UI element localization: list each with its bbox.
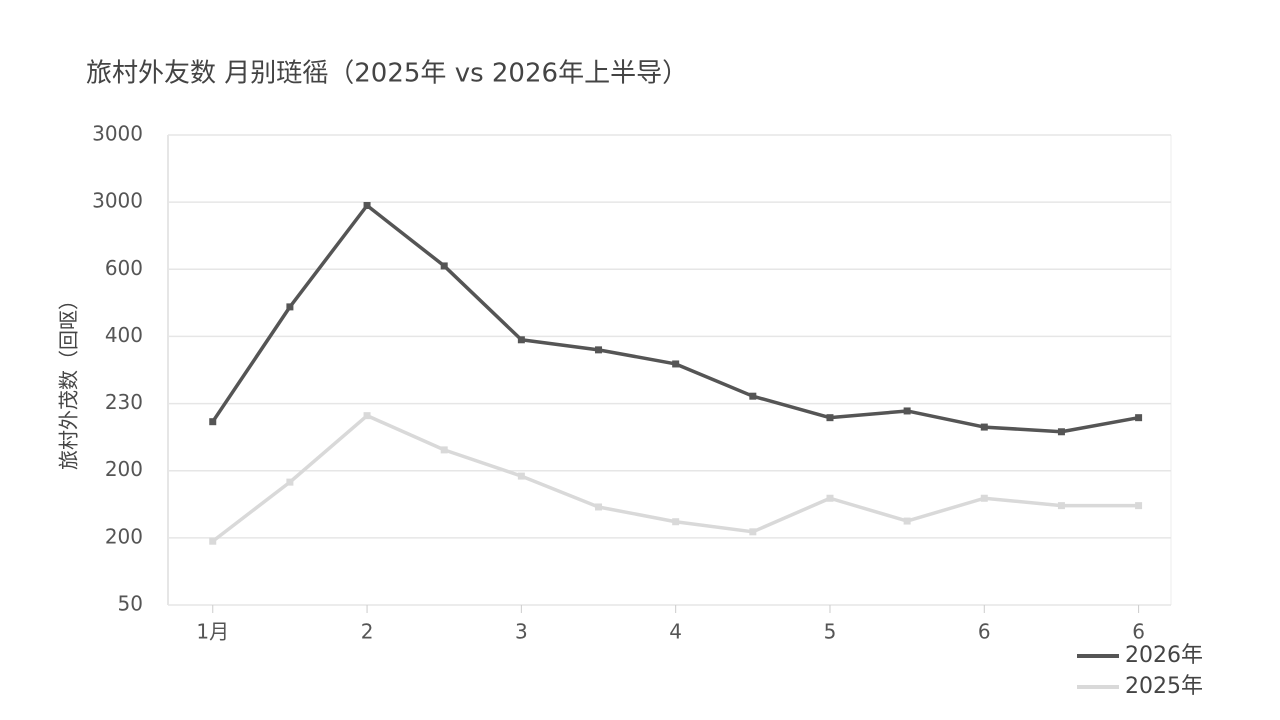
x-tick-label: 1月 — [196, 620, 229, 644]
point-marker — [1057, 428, 1065, 436]
point-marker — [980, 494, 988, 502]
y-tick-label: 200 — [105, 457, 143, 481]
point-marker — [595, 346, 603, 354]
point-marker — [209, 418, 217, 426]
point-marker — [749, 392, 757, 400]
point-marker — [749, 528, 757, 536]
point-marker — [517, 336, 525, 344]
x-tick-label: 5 — [824, 620, 837, 644]
y-tick-label: 600 — [105, 256, 143, 280]
point-marker — [363, 202, 371, 209]
x-tick-label: 6 — [1132, 620, 1145, 644]
point-marker — [286, 478, 294, 486]
point-marker — [440, 446, 448, 454]
y-tick-label: 50 — [118, 592, 143, 616]
x-tick-label: 3 — [515, 620, 528, 644]
x-tick-label: 6 — [978, 620, 991, 644]
point-marker — [363, 412, 371, 420]
x-tick-label: 2 — [361, 620, 374, 644]
point-marker — [672, 360, 680, 368]
point-marker — [1135, 502, 1143, 510]
point-marker — [826, 494, 834, 502]
point-marker — [980, 423, 988, 431]
point-marker — [826, 414, 834, 422]
y-tick-label: 200 — [105, 524, 143, 548]
series-line — [211, 203, 1139, 434]
point-marker — [903, 517, 911, 525]
point-marker — [903, 407, 911, 415]
point-marker — [1135, 414, 1143, 422]
y-tick-label: 400 — [105, 323, 143, 347]
point-marker — [209, 537, 217, 545]
chart-title: 旅村外友数 月别琏徭（2025年 vs 2026年上半导） — [86, 59, 688, 89]
legend-label: 2025年 — [1125, 674, 1203, 699]
legend-label: 2026年 — [1125, 643, 1203, 668]
y-tick-label: 3000 — [92, 122, 143, 146]
point-marker — [672, 518, 680, 526]
point-marker — [517, 472, 525, 480]
point-marker — [286, 303, 294, 311]
y-tick-label: 230 — [105, 390, 143, 414]
y-tick-label: 3000 — [92, 189, 143, 213]
x-tick-label: 4 — [669, 620, 682, 644]
point-marker — [595, 503, 603, 511]
y-axis-label: 旅村外茂数（回呕） — [57, 290, 81, 470]
point-marker — [440, 262, 448, 270]
point-marker — [1057, 502, 1065, 510]
